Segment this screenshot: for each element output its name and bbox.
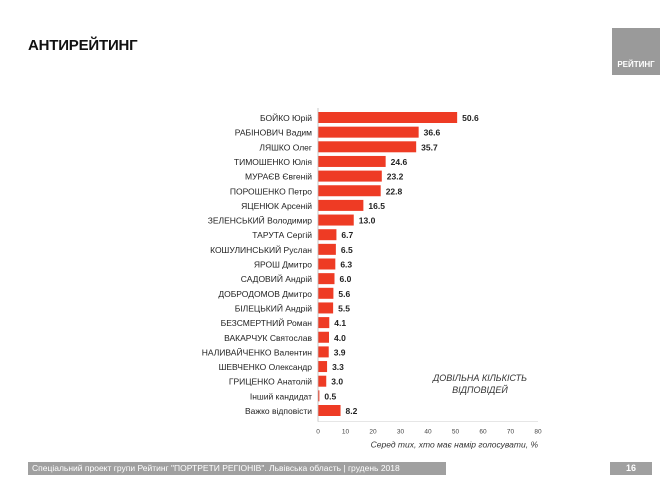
category-label: ЯРОШ Дмитро <box>254 260 312 270</box>
bar <box>318 258 336 270</box>
bar <box>318 229 337 241</box>
bar <box>318 346 329 358</box>
category-label: КОШУЛИНСЬКИЙ Руслан <box>210 244 312 255</box>
category-label: ЯЦЕНЮК Арсеній <box>241 201 312 211</box>
bar <box>318 375 327 387</box>
category-label: ПОРОШЕНКО Петро <box>230 186 312 196</box>
value-label: 22.8 <box>386 186 403 196</box>
x-tick-label: 0 <box>316 429 320 436</box>
value-label: 3.9 <box>334 347 346 357</box>
value-label: 5.6 <box>338 289 350 299</box>
bar <box>318 214 354 226</box>
bar <box>318 141 417 153</box>
rating-logo: РЕЙТИНГ <box>612 28 660 75</box>
value-label: 4.0 <box>334 333 346 343</box>
multiple-answers-note: ДОВІЛЬНА КІЛЬКІСТЬ ВІДПОВІДЕЙ <box>432 373 528 395</box>
category-label: БІЛЕЦЬКИЙ Андрій <box>235 302 313 313</box>
value-label: 6.0 <box>340 274 352 284</box>
value-label: 13.0 <box>359 216 376 226</box>
bar <box>318 155 386 167</box>
category-label: САДОВИЙ Андрій <box>241 273 312 284</box>
category-label: Інший кандидат <box>250 391 312 401</box>
page-title: АНТИРЕЙТИНГ <box>28 37 138 54</box>
value-label: 16.5 <box>368 201 385 211</box>
category-label: ГРИЦЕНКО Анатолій <box>229 377 312 387</box>
bar <box>318 317 330 329</box>
category-label: БЕЗСМЕРТНИЙ Роман <box>221 317 313 328</box>
x-tick-label: 60 <box>479 429 487 436</box>
category-label: МУРАЄВ Євгеній <box>245 172 312 182</box>
category-label: ЛЯШКО Олег <box>259 142 312 152</box>
bar <box>318 112 458 123</box>
bar <box>318 170 382 182</box>
bar <box>318 361 328 373</box>
bar <box>318 199 364 211</box>
category-label: ЗЕЛЕНСЬКИЙ Володимир <box>208 215 313 226</box>
category-label: РАБІНОВИЧ Вадим <box>235 128 312 138</box>
x-tick-label: 80 <box>534 429 542 436</box>
value-label: 6.3 <box>340 260 352 270</box>
bar <box>318 405 341 416</box>
logo-text: РЕЙТИНГ <box>617 60 655 69</box>
x-tick-label: 70 <box>507 429 515 436</box>
category-label: ДОБРОДОМОВ Дмитро <box>218 289 312 299</box>
bar <box>318 302 334 314</box>
bar <box>318 185 381 197</box>
value-label: 50.6 <box>462 113 479 123</box>
value-label: 24.6 <box>391 157 408 167</box>
bar <box>318 287 334 299</box>
value-label: 6.7 <box>341 230 353 240</box>
category-label: БОЙКО Юрій <box>260 112 312 123</box>
x-tick-label: 40 <box>424 429 432 436</box>
category-label: ШЕВЧЕНКО Олександр <box>219 362 313 372</box>
category-label: Важко відповісти <box>245 406 312 416</box>
category-label: ТАРУТА Сергій <box>252 230 312 240</box>
value-label: 35.7 <box>421 142 438 152</box>
value-label: 3.3 <box>332 362 344 372</box>
category-label: ВАКАРЧУК Святослав <box>224 333 312 343</box>
value-label: 8.2 <box>346 406 358 416</box>
category-label: НАЛИВАЙЧЕНКО Валентин <box>202 346 313 357</box>
bar <box>318 331 329 343</box>
value-label: 5.5 <box>338 303 350 313</box>
value-label: 23.2 <box>387 172 404 182</box>
x-axis-label: Серед тих, хто має намір голосувати, % <box>371 440 539 450</box>
category-label: ТИМОШЕНКО Юлія <box>234 157 312 167</box>
bar <box>318 126 419 138</box>
value-label: 6.5 <box>341 245 353 255</box>
bar <box>318 390 320 402</box>
x-tick-label: 50 <box>452 429 460 436</box>
x-tick-label: 10 <box>342 429 350 436</box>
x-tick-label: 30 <box>397 429 405 436</box>
value-label: 3.0 <box>331 377 343 387</box>
footer-bar: Спеціальний проект групи Рейтинг "ПОРТРЕ… <box>28 462 446 475</box>
page-number: 16 <box>610 462 652 475</box>
value-label: 0.5 <box>324 391 336 401</box>
antirating-bar-chart: БОЙКО Юрій 50.6 РАБІНОВИЧ Вадим 36.6 ЛЯШКО О… <box>202 108 542 450</box>
x-tick-label: 20 <box>369 429 377 436</box>
value-label: 4.1 <box>334 318 346 328</box>
bar <box>318 273 335 285</box>
bar <box>318 243 336 255</box>
value-label: 36.6 <box>424 128 441 138</box>
